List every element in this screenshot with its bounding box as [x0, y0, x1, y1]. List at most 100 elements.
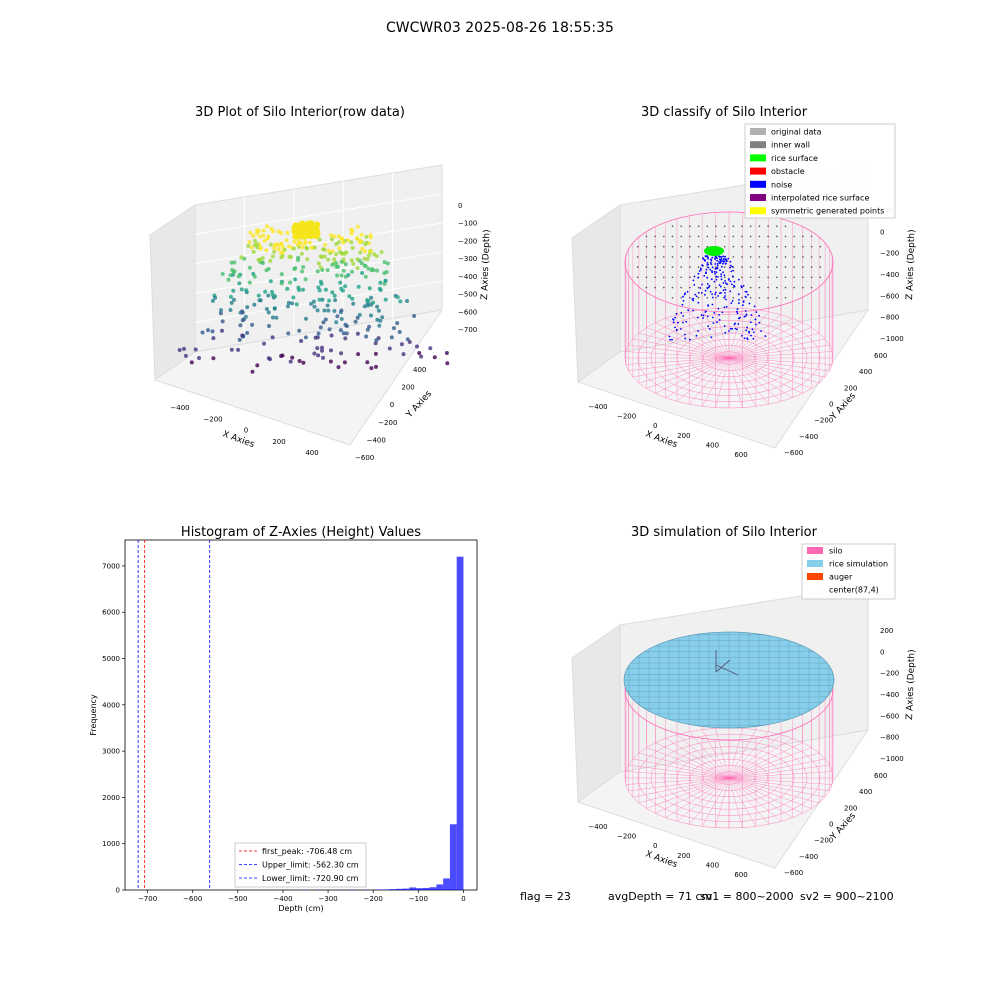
classify-original-point [689, 276, 691, 279]
silo-bottom-spoke [638, 777, 730, 804]
classify-original-point [706, 225, 709, 227]
classify-original-point [671, 286, 674, 289]
z-tick-label: −600 [458, 308, 477, 316]
raw-point [375, 304, 380, 309]
footer-sv1: sv1 = 800~2000 [700, 890, 794, 903]
silo-bottom-spoke [646, 327, 730, 359]
raw-point [262, 238, 267, 243]
classify-noise-point [672, 321, 675, 324]
raw-point [368, 233, 373, 238]
classify-noise-point [717, 307, 720, 310]
x-tick-label: −400 [588, 823, 607, 831]
raw-point [252, 302, 257, 307]
raw-point [357, 312, 362, 317]
raw-point [307, 240, 312, 245]
raw-point [374, 268, 379, 273]
classify-noise-point [722, 282, 725, 284]
classify-noise-point [742, 284, 745, 287]
classify-noise-point [675, 312, 678, 315]
classify-noise-point [737, 323, 740, 325]
raw-point [251, 233, 256, 238]
classify-original-point [767, 266, 769, 268]
classify-noise-point [705, 271, 707, 274]
classify-noise-point [750, 334, 752, 337]
classify-original-point [749, 276, 752, 279]
classify-original-point [776, 245, 778, 248]
raw-point [367, 286, 372, 291]
raw-point [272, 306, 277, 311]
legend-label: inner wall [771, 141, 810, 150]
raw-point [395, 321, 400, 326]
classify-noise-point [714, 263, 717, 265]
raw-point [312, 351, 317, 356]
classify-noise-point [712, 322, 715, 324]
classify-noise-point [719, 285, 722, 288]
legend-swatch [807, 573, 823, 580]
hist-legend-items: first_peak: -706.48 cm Upper_limit: -562.… [239, 847, 359, 883]
hist-bar [456, 556, 464, 890]
classify-noise-point [720, 278, 723, 281]
raw-point [326, 248, 331, 253]
raw-point [236, 274, 241, 279]
raw-point [412, 314, 417, 318]
classify-original-point [715, 286, 717, 289]
classify-original-point [758, 256, 761, 258]
raw-point [330, 262, 335, 267]
classify-original-point [793, 256, 795, 258]
classify-original-point [749, 266, 752, 268]
hist-vlines [137, 540, 211, 890]
classify-original-point [793, 276, 795, 279]
raw-point [355, 266, 360, 270]
classify-noise-point [748, 331, 750, 334]
raw-point [274, 315, 279, 320]
raw-point [300, 245, 305, 250]
raw-point [316, 353, 321, 358]
classify-original-point [689, 266, 691, 268]
classify-original-point [758, 225, 761, 227]
classify-original-point [767, 256, 769, 258]
x-tick-label: 0 [653, 842, 657, 850]
raw-point [298, 240, 303, 245]
silo-bottom-spoke [728, 357, 826, 378]
raw-point [362, 256, 367, 261]
silo-bottom-spoke [728, 357, 793, 398]
raw-point [319, 255, 324, 259]
y-tick-label: −600 [355, 454, 374, 462]
raw-point [432, 355, 437, 360]
raw-point [369, 313, 373, 318]
classify-noise-point [701, 264, 703, 266]
classify-original-point [810, 266, 813, 268]
classify-noise-point [706, 276, 709, 279]
classify-noise-point [733, 323, 736, 326]
sim-left-pane [571, 624, 621, 803]
classify-noise-point [707, 266, 710, 269]
silo-bottom-spoke [728, 731, 769, 779]
classify-noise-point [717, 295, 719, 297]
raw-point [229, 260, 234, 265]
raw-point [329, 333, 334, 338]
silo-bottom-spoke [701, 357, 730, 407]
raw-point [326, 257, 331, 262]
classify-noise-point [680, 311, 683, 314]
classify-original-point [680, 235, 682, 238]
classify-noise-point [721, 311, 724, 314]
raw-point [273, 294, 278, 299]
silo-bottom-spoke [676, 777, 730, 822]
raw-point [325, 303, 330, 308]
z-tick-label: −300 [458, 255, 477, 263]
y-tick-label: 600 [874, 352, 887, 360]
classify-original-point [663, 235, 665, 238]
raw-point [336, 234, 341, 239]
classify-noise-point [697, 291, 700, 294]
classify-noise-point [668, 335, 671, 338]
silo-bottom-spoke [728, 764, 830, 779]
x-tick-label: 200 [677, 432, 690, 440]
silo-bottom-spoke [728, 308, 743, 359]
classify-original-point [793, 245, 795, 248]
classify-noise-point [716, 262, 719, 265]
raw-point [366, 253, 371, 258]
classify-z-label: Z Axies (Depth) [905, 229, 917, 300]
raw-point [250, 369, 255, 374]
classify-noise-point [706, 283, 709, 285]
